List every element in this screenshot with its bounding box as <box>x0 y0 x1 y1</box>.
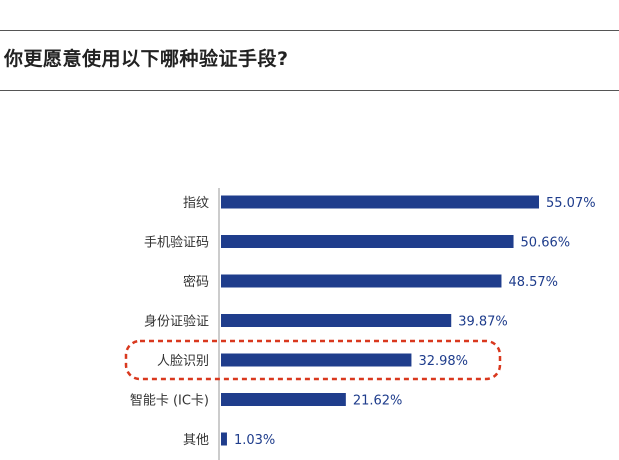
category-label: 人脸识别 <box>157 354 209 369</box>
top-rule <box>0 30 619 31</box>
bar <box>221 353 412 367</box>
category-label: 身份证验证 <box>144 314 209 330</box>
bar <box>221 195 539 209</box>
value-label: 50.66% <box>521 236 571 251</box>
bottom-rule <box>0 90 619 91</box>
bar <box>221 314 452 327</box>
value-label: 1.03% <box>234 433 275 448</box>
bar <box>221 235 514 248</box>
bar <box>221 274 502 288</box>
page-title: 你更愿意使用以下哪种验证手段? <box>4 48 289 70</box>
bar <box>221 432 227 446</box>
highlight-box <box>124 339 502 381</box>
category-label: 密码 <box>183 274 209 290</box>
value-label: 39.87% <box>458 315 508 330</box>
category-label: 智能卡 (IC卡) <box>130 394 209 409</box>
value-label: 55.07% <box>546 196 596 211</box>
category-label: 其他 <box>183 433 209 448</box>
bar <box>221 393 346 406</box>
category-label: 指纹 <box>183 196 209 211</box>
value-label: 48.57% <box>508 275 558 290</box>
value-label: 21.62% <box>353 394 403 409</box>
category-label: 手机验证码 <box>144 235 209 251</box>
value-label: 32.98% <box>418 354 468 369</box>
